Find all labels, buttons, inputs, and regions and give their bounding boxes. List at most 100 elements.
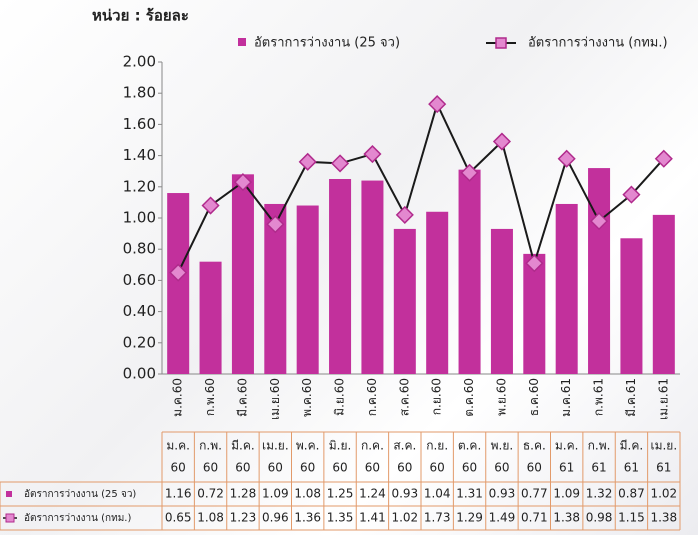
y-tick-label: 1.20 [123, 177, 156, 195]
table-header: 61 [656, 461, 671, 475]
y-tick-label: 1.60 [123, 115, 156, 133]
table-header: 60 [527, 461, 542, 475]
bar [296, 205, 319, 374]
line-marker [525, 254, 544, 273]
bar [620, 238, 643, 374]
table-value: 1.25 [327, 487, 354, 501]
table-header: 60 [397, 461, 412, 475]
line-marker [363, 144, 382, 164]
table-value: 0.72 [197, 487, 224, 501]
table-value: 1.49 [489, 511, 516, 525]
line-marker [428, 95, 447, 114]
table-value: 0.87 [618, 487, 645, 501]
table-header: 61 [559, 461, 574, 475]
table-value: 1.08 [197, 511, 224, 525]
x-tick-label: พ.ย.60 [494, 378, 508, 416]
table-header: ม.ค. [166, 439, 190, 453]
bar [523, 253, 546, 374]
line-marker [654, 149, 673, 168]
bar [490, 228, 513, 374]
table-value: 1.16 [165, 487, 192, 501]
table-value: 0.93 [489, 487, 516, 501]
bar [393, 228, 416, 374]
row-label: อัตราการว่างงาน (กทม.) [24, 513, 131, 524]
table-header: 60 [494, 461, 509, 475]
table-value: 0.71 [521, 511, 548, 525]
table-header: 60 [203, 461, 218, 475]
table-header: ก.ย. [426, 439, 448, 453]
table-header: ก.พ. [588, 439, 611, 453]
table-value: 1.38 [650, 511, 677, 525]
bar [231, 174, 254, 374]
line-marker [169, 263, 188, 282]
table-header: เม.ย. [262, 439, 289, 453]
bar [361, 180, 384, 374]
y-tick-label: 1.40 [123, 146, 156, 164]
y-tick-label: 1.80 [123, 84, 156, 102]
line-marker [460, 163, 479, 182]
x-tick-label: เม.ย.60 [268, 378, 282, 420]
bar [652, 214, 675, 374]
bar [426, 211, 449, 374]
table-header: ก.พ. [199, 439, 222, 453]
bar [199, 261, 222, 374]
table-header: ต.ค. [458, 439, 481, 453]
line-marker [492, 132, 511, 151]
table-header: มี.ค. [231, 439, 255, 453]
table-value: 1.09 [262, 487, 289, 501]
x-tick-label: ก.ย.60 [430, 378, 444, 415]
line-marker [622, 185, 641, 204]
x-tick-label: ต.ค.60 [462, 378, 476, 417]
y-tick-label: 0.60 [123, 271, 156, 289]
x-tick-label: เม.ย.61 [656, 378, 670, 420]
line-marker [395, 205, 414, 224]
table-header: เม.ย. [650, 439, 677, 453]
x-tick-label: ม.ค.61 [559, 378, 573, 417]
x-tick-label: พ.ค.60 [300, 378, 314, 417]
table-value: 0.98 [586, 511, 613, 525]
table-value: 1.41 [359, 511, 386, 525]
x-tick-label: ม.ค.60 [171, 378, 185, 417]
row-marker [5, 513, 15, 523]
table-value: 1.31 [456, 487, 483, 501]
row-label: อัตราการว่างงาน (25 จว) [24, 489, 136, 500]
y-tick-label: 0.40 [123, 302, 156, 320]
table-value: 1.04 [424, 487, 451, 501]
table-header: ธ.ค. [523, 439, 546, 453]
line-marker [331, 154, 350, 173]
x-tick-label: มี.ค.60 [235, 378, 249, 417]
legend-marker [495, 37, 507, 49]
table-header: ม.ค. [555, 439, 579, 453]
table-value: 1.73 [424, 511, 451, 525]
x-tick-label: ก.พ.60 [203, 378, 217, 416]
legend-swatch [238, 38, 246, 46]
table-header: พ.ค. [296, 439, 320, 453]
bar [167, 193, 190, 374]
line-marker [201, 196, 220, 215]
line-marker [557, 149, 576, 168]
line [177, 101, 665, 274]
line-marker [298, 152, 317, 171]
table-value: 1.08 [294, 487, 321, 501]
table-header: ก.ค. [361, 439, 384, 453]
row-swatch [6, 491, 12, 497]
legend-label: อัตราการว่างงาน (กทม.) [528, 36, 668, 51]
bar [458, 169, 481, 374]
table-value: 1.29 [456, 511, 483, 525]
x-tick-label: มี.ค.61 [624, 378, 638, 417]
bar [588, 168, 611, 374]
table-header: 60 [268, 461, 283, 475]
table-value: 1.35 [327, 511, 354, 525]
y-tick-label: 0.20 [123, 333, 156, 351]
table-header: 60 [430, 461, 445, 475]
table-header: มิ.ย. [329, 439, 352, 453]
x-tick-label: ธ.ค.60 [527, 378, 541, 416]
bar [264, 203, 287, 374]
unit-label: หน่วย : ร้อยละ [92, 7, 189, 25]
line-marker [266, 215, 285, 234]
y-tick-label: 2.00 [123, 53, 156, 71]
table-value: 0.96 [262, 511, 289, 525]
table-header: พ.ย. [491, 439, 514, 453]
table-value: 0.65 [165, 511, 192, 525]
